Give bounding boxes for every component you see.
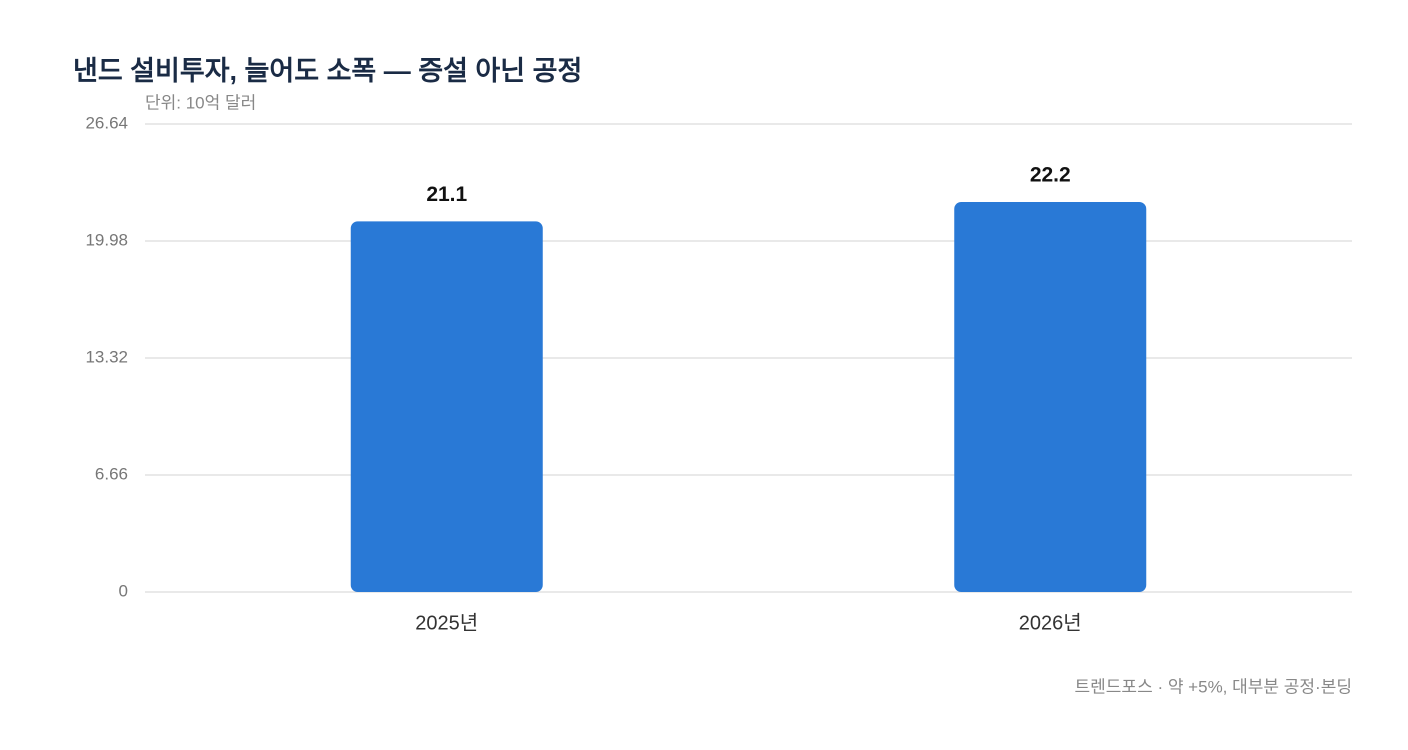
source-note: 트렌드포스 · 약 +5%, 대부분 공정·본딩 <box>1075 677 1352 696</box>
y-tick-label: 26.64 <box>85 113 128 132</box>
bar <box>350 221 543 592</box>
y-tick-label: 6.66 <box>95 464 128 483</box>
y-tick-label: 0 <box>119 581 128 600</box>
y-tick-label: 13.32 <box>85 347 128 366</box>
value-label: 21.1 <box>426 183 467 206</box>
chart-subtitle: 단위: 10억 달러 <box>145 93 256 112</box>
x-tick-label: 2025년 <box>415 611 478 634</box>
value-label: 22.2 <box>1030 164 1071 187</box>
chart-title: 낸드 설비투자, 늘어도 소폭 — 증설 아닌 공정 <box>73 56 582 86</box>
x-tick-label: 2026년 <box>1019 611 1082 634</box>
y-tick-label: 19.98 <box>85 230 128 249</box>
bar <box>954 202 1147 592</box>
